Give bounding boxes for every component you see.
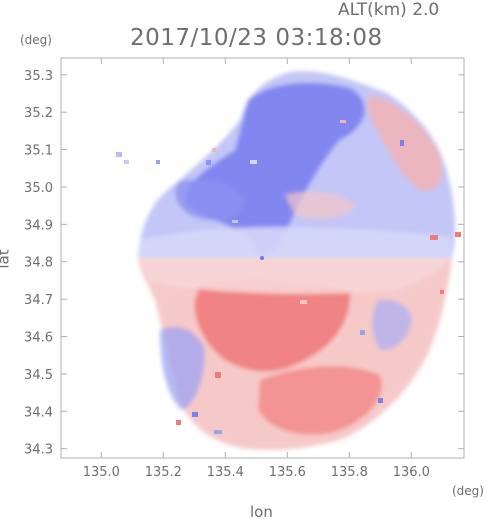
y-axis-ticks: 34.3 34.4 34.5 34.6 34.7 34.8 34.9 35.0 35.1 35.2… bbox=[24, 69, 464, 458]
y-tick-label: 34.3 bbox=[24, 443, 53, 458]
x-tick-label: 135.6 bbox=[269, 465, 306, 480]
x-tick-label: 136.0 bbox=[393, 465, 430, 480]
echo-northwest-blob bbox=[175, 179, 245, 221]
x-tick-label: 135.0 bbox=[83, 465, 120, 480]
y-axis-unit: (deg) bbox=[20, 33, 52, 47]
x-tick-label: 135.8 bbox=[331, 465, 368, 480]
echo-south-core bbox=[194, 279, 351, 372]
y-tick-label: 35.0 bbox=[24, 181, 53, 196]
scattered-echoes bbox=[116, 120, 461, 434]
y-tick-label: 35.3 bbox=[24, 69, 53, 84]
chart-title-datetime: 2017/10/23 03:18:08 bbox=[130, 25, 383, 51]
echo-northeast-red-patch bbox=[367, 95, 443, 191]
x-tick-label: 135.4 bbox=[207, 465, 244, 480]
y-tick-label: 34.6 bbox=[24, 331, 53, 346]
plot-frame bbox=[60, 57, 465, 459]
radar-echo-field bbox=[116, 71, 461, 450]
x-tick-label: 135.2 bbox=[145, 465, 182, 480]
altitude-label: ALT(km) 2.0 bbox=[338, 0, 440, 20]
y-tick-label: 34.5 bbox=[24, 368, 53, 383]
echo-southeast-core bbox=[258, 365, 382, 435]
echo-east-blue-patch bbox=[372, 299, 412, 351]
y-tick-label: 34.7 bbox=[24, 293, 53, 308]
x-axis-ticks: 135.0 135.2 135.4 135.6 135.8 136.0 bbox=[83, 58, 430, 480]
x-axis-label: lon bbox=[250, 503, 273, 521]
y-tick-label: 35.2 bbox=[24, 106, 53, 121]
echo-north-light-band bbox=[138, 226, 452, 258]
echo-south-light-band bbox=[138, 258, 452, 294]
echo-east-pink-patch bbox=[285, 191, 356, 219]
y-tick-label: 35.1 bbox=[24, 144, 53, 159]
y-tick-label: 34.9 bbox=[24, 218, 53, 233]
y-tick-label: 34.8 bbox=[24, 256, 53, 271]
radar-site-marker bbox=[260, 256, 264, 260]
y-tick-label: 34.4 bbox=[24, 405, 53, 420]
axes: 135.0 135.2 135.4 135.6 135.8 136.0 34.334.43… bbox=[24, 57, 465, 480]
echo-southwest-blue-patch bbox=[160, 326, 205, 410]
x-axis-unit: (deg) bbox=[452, 484, 484, 498]
